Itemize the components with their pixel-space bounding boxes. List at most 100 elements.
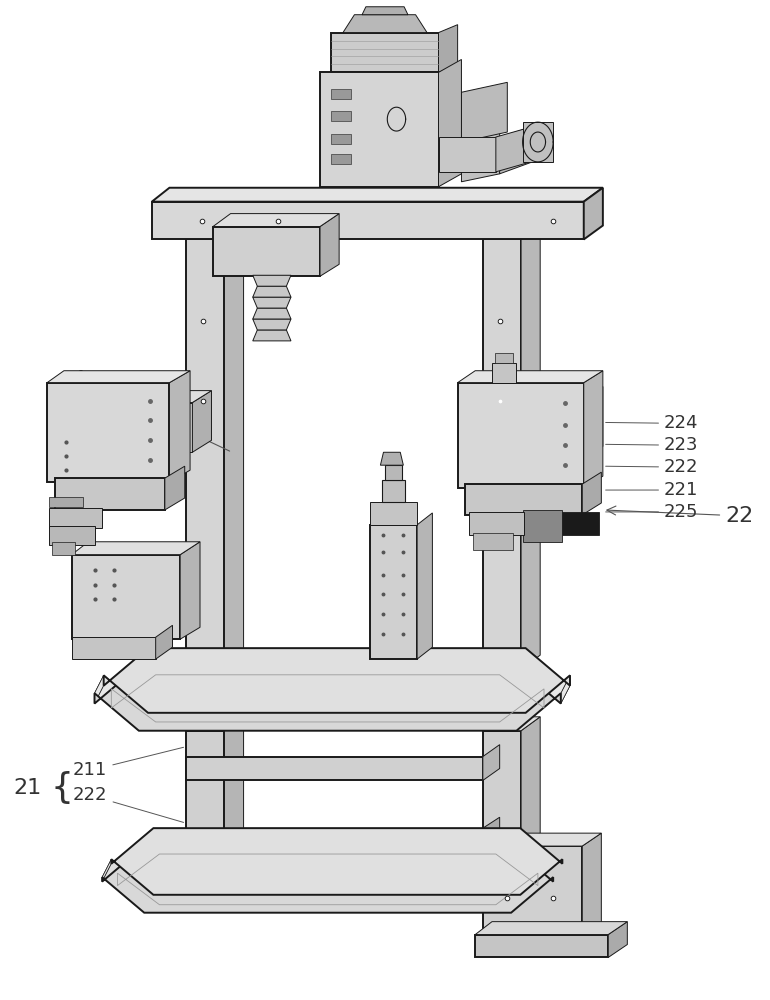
Polygon shape — [385, 465, 402, 480]
Polygon shape — [144, 895, 521, 913]
Polygon shape — [253, 308, 291, 319]
Text: 22: 22 — [607, 506, 753, 526]
Text: {: { — [50, 771, 73, 805]
Polygon shape — [102, 828, 153, 882]
Polygon shape — [457, 383, 584, 488]
Polygon shape — [507, 387, 603, 401]
Polygon shape — [521, 226, 541, 669]
Polygon shape — [496, 125, 538, 172]
Text: 222: 222 — [73, 786, 183, 822]
Polygon shape — [253, 297, 291, 308]
Polygon shape — [332, 89, 350, 99]
Polygon shape — [253, 319, 291, 330]
Polygon shape — [192, 391, 212, 452]
Polygon shape — [483, 846, 582, 938]
Polygon shape — [483, 817, 500, 846]
Polygon shape — [102, 859, 112, 882]
Polygon shape — [584, 188, 603, 239]
Polygon shape — [483, 731, 521, 846]
Polygon shape — [49, 526, 95, 545]
Polygon shape — [483, 239, 521, 669]
Polygon shape — [382, 480, 405, 502]
Polygon shape — [483, 717, 541, 731]
Polygon shape — [49, 508, 102, 528]
Polygon shape — [253, 330, 291, 341]
Polygon shape — [332, 154, 350, 164]
Polygon shape — [517, 675, 570, 731]
Polygon shape — [112, 828, 562, 895]
Polygon shape — [473, 533, 514, 550]
Polygon shape — [152, 202, 584, 239]
Polygon shape — [457, 371, 603, 383]
Polygon shape — [523, 510, 562, 542]
Polygon shape — [131, 391, 212, 403]
Polygon shape — [483, 745, 500, 780]
Text: 211: 211 — [73, 747, 183, 779]
Polygon shape — [52, 542, 75, 555]
Polygon shape — [186, 731, 225, 846]
Polygon shape — [483, 833, 601, 846]
Polygon shape — [102, 859, 153, 913]
Polygon shape — [95, 675, 104, 704]
Text: 225: 225 — [606, 503, 698, 521]
Polygon shape — [517, 648, 570, 704]
Text: 222: 222 — [606, 458, 698, 476]
Polygon shape — [582, 833, 601, 938]
Text: 221: 221 — [606, 481, 698, 499]
Polygon shape — [102, 846, 553, 913]
Polygon shape — [584, 371, 603, 488]
Polygon shape — [438, 59, 461, 187]
Polygon shape — [438, 25, 457, 72]
Polygon shape — [186, 757, 483, 780]
Polygon shape — [131, 403, 192, 452]
Polygon shape — [47, 383, 169, 482]
Polygon shape — [47, 371, 190, 383]
Text: 21: 21 — [13, 778, 42, 798]
Polygon shape — [139, 648, 526, 666]
Polygon shape — [225, 226, 243, 669]
Polygon shape — [169, 371, 190, 482]
Polygon shape — [492, 363, 517, 383]
Polygon shape — [152, 188, 603, 202]
Polygon shape — [469, 512, 524, 535]
Polygon shape — [370, 525, 417, 659]
Text: 224: 224 — [606, 414, 698, 432]
Polygon shape — [55, 478, 165, 510]
Polygon shape — [380, 452, 403, 465]
Polygon shape — [156, 625, 172, 659]
Polygon shape — [561, 675, 570, 704]
Polygon shape — [95, 675, 148, 731]
Polygon shape — [343, 15, 427, 33]
Polygon shape — [461, 82, 507, 142]
Polygon shape — [332, 134, 350, 144]
Polygon shape — [507, 401, 584, 458]
Polygon shape — [253, 275, 291, 286]
Polygon shape — [417, 513, 433, 659]
Polygon shape — [475, 935, 608, 957]
Polygon shape — [523, 122, 553, 162]
Text: 223: 223 — [606, 436, 698, 454]
Polygon shape — [511, 859, 562, 913]
Polygon shape — [461, 87, 500, 182]
Polygon shape — [332, 111, 350, 121]
Polygon shape — [500, 125, 538, 174]
Polygon shape — [332, 33, 438, 72]
Polygon shape — [213, 227, 320, 276]
Polygon shape — [465, 484, 582, 515]
Polygon shape — [165, 466, 185, 510]
Polygon shape — [438, 137, 496, 172]
Polygon shape — [213, 214, 339, 227]
Polygon shape — [370, 502, 417, 525]
Polygon shape — [608, 922, 628, 957]
Text: 4: 4 — [72, 370, 229, 451]
Polygon shape — [553, 859, 562, 882]
Polygon shape — [320, 72, 438, 187]
Polygon shape — [584, 387, 603, 458]
Polygon shape — [95, 666, 561, 731]
Polygon shape — [320, 214, 339, 276]
Polygon shape — [180, 542, 200, 639]
Polygon shape — [521, 717, 541, 846]
Polygon shape — [511, 828, 562, 882]
Polygon shape — [475, 922, 628, 935]
Polygon shape — [186, 239, 225, 669]
